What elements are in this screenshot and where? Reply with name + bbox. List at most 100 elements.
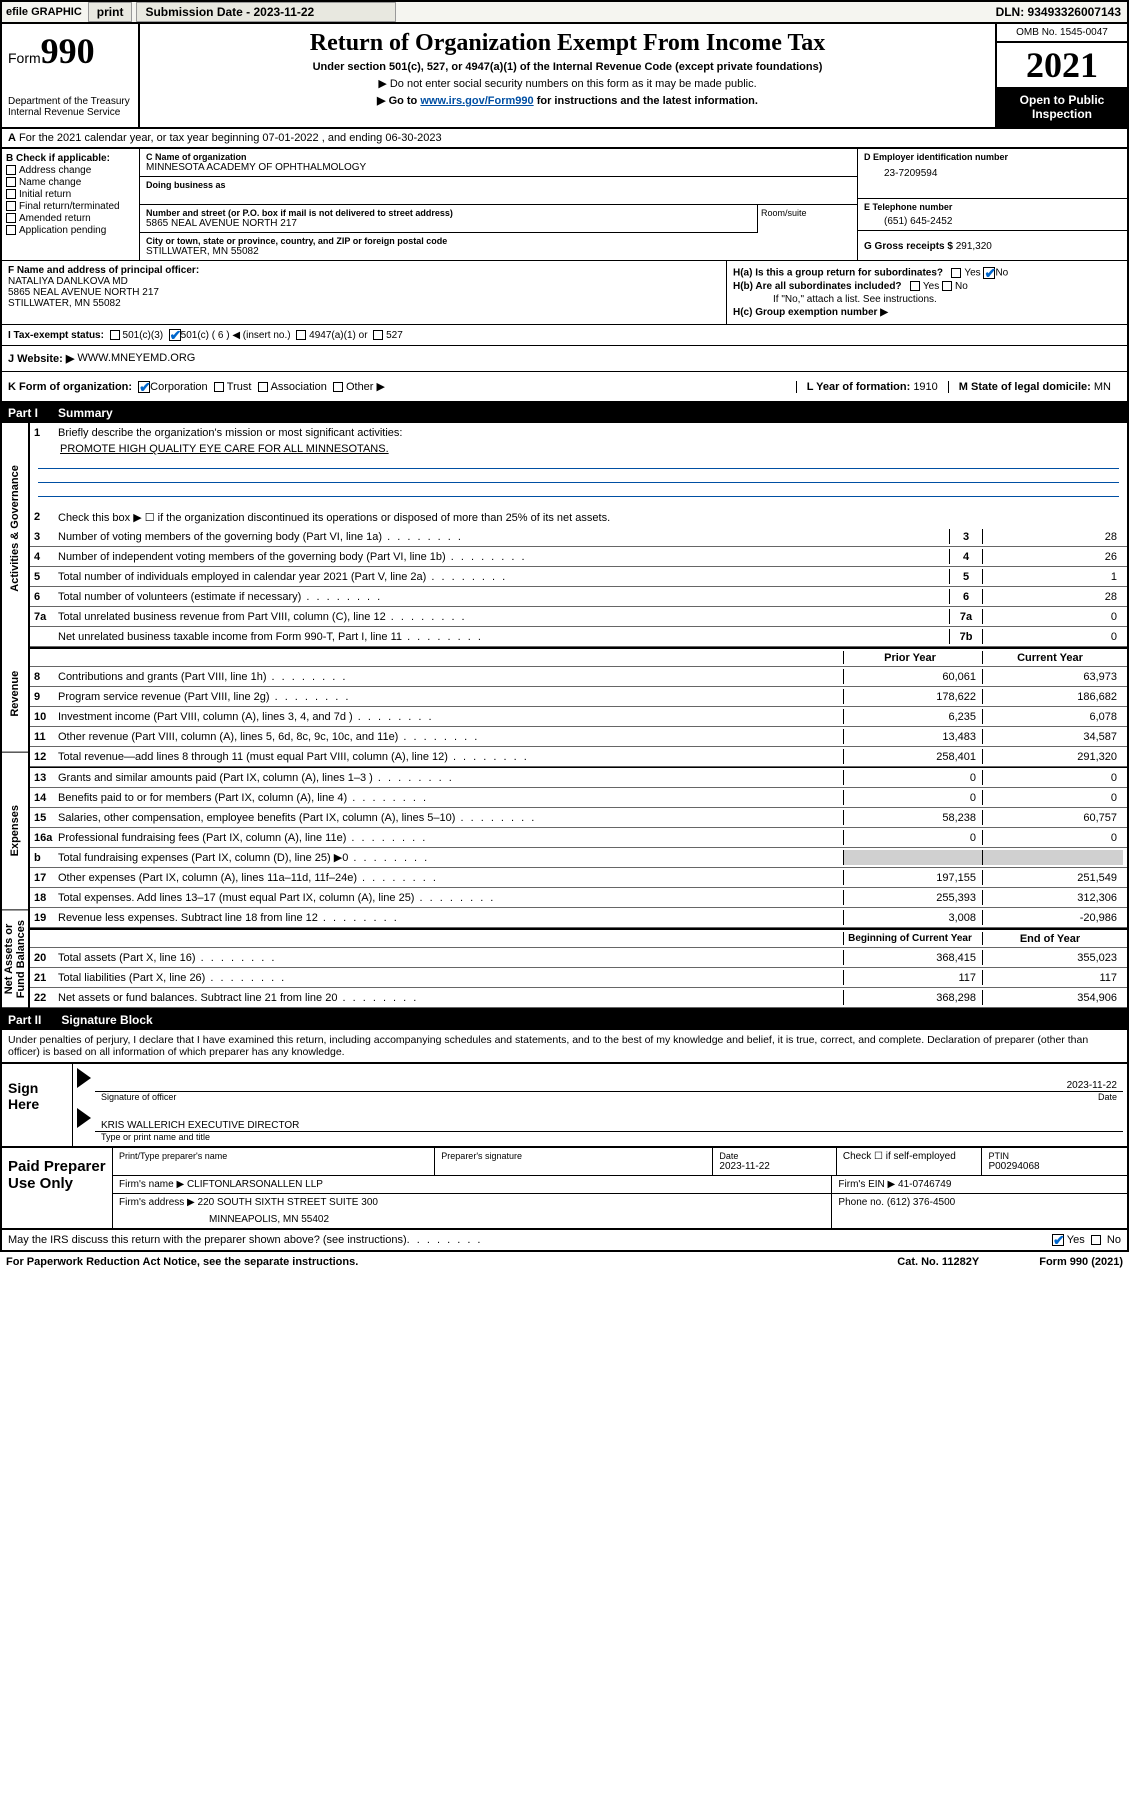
summary-body: 1Briefly describe the organization's mis… (30, 423, 1127, 1008)
summary-wrap: Activities & Governance Revenue Expenses… (0, 423, 1129, 1010)
chk-name-change[interactable]: Name change (6, 177, 135, 188)
sig-officer-line: 2023-11-22 (95, 1068, 1123, 1092)
subtitle-3: ▶ Go to www.irs.gov/Form990 for instruct… (150, 94, 985, 107)
summary-line: 4Number of independent voting members of… (30, 547, 1127, 567)
ptin: P00294068 (988, 1161, 1121, 1172)
other: Other ▶ (346, 380, 385, 393)
summary-line: 17Other expenses (Part IX, column (A), l… (30, 868, 1127, 888)
side-exp: Expenses (2, 752, 28, 910)
org-name: MINNESOTA ACADEMY OF OPHTHALMOLOGY (146, 162, 851, 173)
501c: 501(c) ( 6 ) ◀ (insert no.) (181, 330, 291, 341)
summary-line: 16aProfessional fundraising fees (Part I… (30, 828, 1127, 848)
hdr-prior: Prior Year (843, 651, 983, 664)
tax-year: 2021 (997, 43, 1127, 87)
hdr-end: End of Year (983, 932, 1123, 945)
summary-line: 18Total expenses. Add lines 13–17 (must … (30, 888, 1127, 908)
room-label: Room/suite (761, 208, 854, 218)
part-ii-num: Part II (8, 1013, 41, 1027)
ein-label: D Employer identification number (864, 152, 1121, 162)
summary-line: Net unrelated business taxable income fr… (30, 627, 1127, 647)
submission-date-button[interactable]: Submission Date - 2023-11-22 (136, 2, 396, 22)
summary-line: 15Salaries, other compensation, employee… (30, 808, 1127, 828)
line-1: 1Briefly describe the organization's mis… (30, 423, 1127, 443)
org-name-cell: C Name of organization MINNESOTA ACADEMY… (140, 149, 857, 177)
discuss-question: May the IRS discuss this return with the… (8, 1234, 407, 1246)
blank-line-1 (38, 455, 1119, 469)
chk-amended[interactable]: Amended return (6, 213, 135, 224)
col-f: F Name and address of principal officer:… (2, 261, 727, 324)
gross-value: 291,320 (956, 241, 992, 252)
row-i: I Tax-exempt status: 501(c)(3) 501(c) ( … (0, 324, 1129, 345)
h-b: H(b) Are all subordinates included? Yes … (733, 281, 1121, 292)
phone-label: E Telephone number (864, 202, 1121, 212)
street-value: 5865 NEAL AVENUE NORTH 217 (146, 218, 751, 229)
street-label: Number and street (or P.O. box if mail i… (146, 208, 751, 218)
vside: Activities & Governance Revenue Expenses… (2, 423, 30, 1008)
summary-line: 5Total number of individuals employed in… (30, 567, 1127, 587)
irs-label: Internal Revenue Service (8, 107, 132, 118)
phone-cell: E Telephone number (651) 645-2452 (858, 199, 1127, 231)
row-j: J Website: ▶ WWW.MNEYEMD.ORG (0, 345, 1129, 371)
street-cell: Number and street (or P.O. box if mail i… (140, 205, 757, 233)
prep-name-lbl: Print/Type preparer's name (119, 1151, 428, 1161)
officer-name: NATALIYA DANLKOVA MD (8, 276, 720, 287)
line-2: 2Check this box ▶ ☐ if the organization … (30, 507, 1127, 527)
print-button[interactable]: print (88, 2, 133, 22)
sign-here-label: Sign Here (2, 1064, 72, 1146)
form-word: Form (8, 50, 41, 66)
col-l: L Year of formation: 1910 (796, 381, 948, 393)
summary-line: 21Total liabilities (Part X, line 26)117… (30, 968, 1127, 988)
summary-line: 14Benefits paid to or for members (Part … (30, 788, 1127, 808)
summary-line: 6Total number of volunteers (estimate if… (30, 587, 1127, 607)
room-cell: Room/suite (757, 205, 857, 233)
sign-here-row: Sign Here 2023-11-22 Signature of office… (0, 1064, 1129, 1148)
efile-label: efile GRAPHIC (2, 6, 86, 18)
tax-status-label: I Tax-exempt status: (8, 330, 104, 341)
col-m: M State of legal domicile: MN (948, 381, 1121, 393)
summary-line: bTotal fundraising expenses (Part IX, co… (30, 848, 1127, 868)
website-label: J Website: ▶ (8, 352, 74, 365)
preparer-row: Paid Preparer Use Only Print/Type prepar… (0, 1148, 1129, 1230)
blank-line-3 (38, 483, 1119, 497)
summary-line: 13Grants and similar amounts paid (Part … (30, 768, 1127, 788)
city-cell: City or town, state or province, country… (140, 233, 857, 260)
summary-line: 22Net assets or fund balances. Subtract … (30, 988, 1127, 1008)
chk-address-change[interactable]: Address change (6, 165, 135, 176)
527: 527 (386, 330, 403, 341)
header-right: OMB No. 1545-0047 2021 Open to Public In… (997, 24, 1127, 127)
form-ref: Form 990 (2021) (1039, 1256, 1123, 1268)
chk-initial-return[interactable]: Initial return (6, 189, 135, 200)
dba-cell: Doing business as (140, 177, 857, 205)
part-i-header: Part I Summary (0, 403, 1129, 423)
paperwork-notice: For Paperwork Reduction Act Notice, see … (6, 1256, 358, 1268)
website-value: WWW.MNEYEMD.ORG (77, 352, 195, 365)
year-formation: 1910 (913, 381, 937, 393)
blank-line-2 (38, 469, 1119, 483)
mission: PROMOTE HIGH QUALITY EYE CARE FOR ALL MI… (30, 443, 1127, 455)
irs-link[interactable]: www.irs.gov/Form990 (420, 95, 533, 107)
dba-label: Doing business as (146, 180, 851, 190)
preparer-right: Print/Type preparer's name Preparer's si… (112, 1148, 1127, 1228)
hdr-row-2: Beginning of Current Year End of Year (30, 928, 1127, 948)
sig-name-line: KRIS WALLERICH EXECUTIVE DIRECTOR (95, 1108, 1123, 1132)
summary-line: 19Revenue less expenses. Subtract line 1… (30, 908, 1127, 928)
firm-phone: (612) 376-4500 (887, 1197, 955, 1208)
ein-cell: D Employer identification number 23-7209… (858, 149, 1127, 199)
officer-label: F Name and address of principal officer: (8, 265, 199, 276)
dept-treasury: Department of the Treasury (8, 96, 132, 107)
col-b: B Check if applicable: Address change Na… (2, 149, 140, 260)
officer-street: 5865 NEAL AVENUE NORTH 217 (8, 287, 720, 298)
prep-line-2: Firm's name ▶ CLIFTONLARSONALLEN LLP Fir… (113, 1176, 1127, 1194)
prep-self-emp: Check ☐ if self-employed (843, 1151, 976, 1162)
prep-sig-lbl: Preparer's signature (441, 1151, 706, 1161)
dln-label: DLN: 93493326007143 (996, 5, 1127, 19)
form-title: Return of Organization Exempt From Incom… (150, 30, 985, 57)
row-bc: B Check if applicable: Address change Na… (0, 149, 1129, 260)
officer-printed-name: KRIS WALLERICH EXECUTIVE DIRECTOR (101, 1120, 299, 1131)
arrow-icon (77, 1068, 91, 1088)
prep-line-3: Firm's address ▶ 220 SOUTH SIXTH STREET … (113, 1194, 1127, 1228)
city-label: City or town, state or province, country… (146, 236, 851, 246)
chk-app-pending[interactable]: Application pending (6, 225, 135, 236)
discuss-line: May the IRS discuss this return with the… (0, 1230, 1129, 1252)
chk-final-return[interactable]: Final return/terminated (6, 201, 135, 212)
